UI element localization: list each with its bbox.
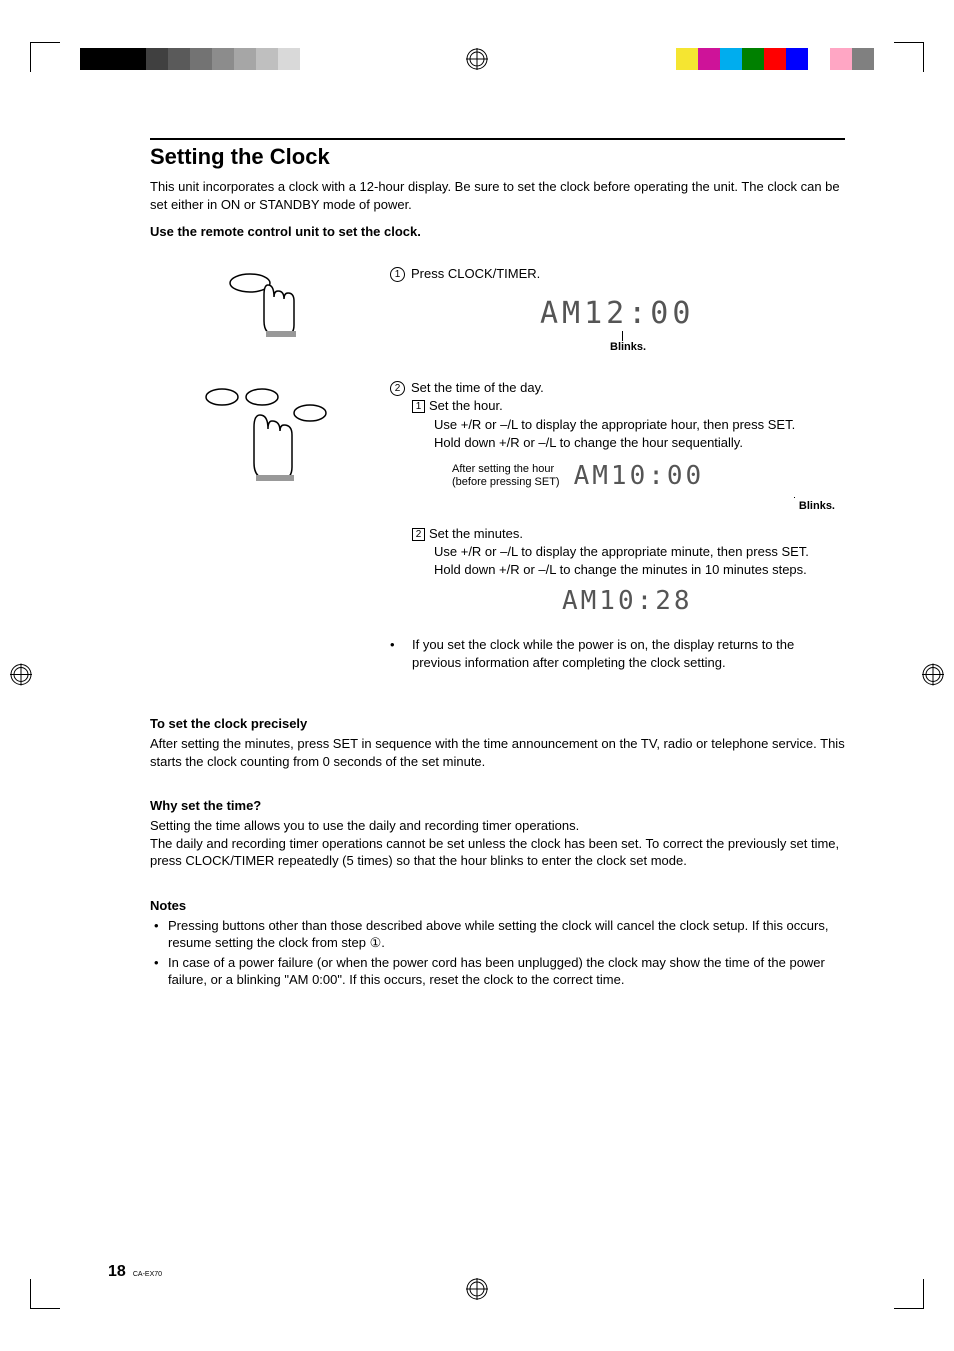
remote-three-button-icon [200,379,340,509]
page-title: Setting the Clock [150,144,845,170]
body-text: Use +/R or –/L to display the appropriat… [434,543,845,561]
lcd-display: AM12:00 [540,293,845,335]
list-item: Pressing buttons other than those descri… [150,917,845,952]
substep-title: Set the hour. [429,398,503,413]
body-text: The daily and recording timer operations… [150,835,845,870]
section-heading: To set the clock precisely [150,716,845,731]
bullet: • [390,636,412,672]
crop-mark [894,1279,924,1309]
step-text: Set the time of the day. [411,380,544,395]
list-item: In case of a power failure (or when the … [150,954,845,989]
substep-title: Set the minutes. [429,526,523,541]
note-text: If you set the clock while the power is … [412,636,845,672]
color-bar [676,48,874,70]
substep-number: 2 [412,528,425,541]
section-heading: Notes [150,898,845,913]
substep-number: 1 [412,400,425,413]
after-label: After setting the hour (before pressing … [452,463,560,489]
grayscale-bar [80,48,322,70]
registration-target [466,1278,488,1303]
body-text: Setting the time allows you to use the d… [150,817,845,835]
remote-press-icon [220,265,300,355]
instruction-bold: Use the remote control unit to set the c… [150,223,845,241]
page-content: Setting the Clock This unit incorporates… [150,138,845,991]
body-text: After setting the minutes, press SET in … [150,735,845,770]
lcd-display: AM10:00 [574,458,705,494]
page-footer: 18 CA-EX70 [108,1263,162,1281]
notes-list: Pressing buttons other than those descri… [150,917,845,989]
section-heading: Why set the time? [150,798,845,813]
crop-mark [30,1279,60,1309]
registration-target [466,48,488,73]
step-number: 2 [390,381,405,396]
body-text: Use +/R or –/L to display the appropriat… [434,416,845,434]
page-number: 18 [108,1263,126,1280]
registration-target [10,663,32,688]
body-text: Hold down +/R or –/L to change the hour … [434,434,845,452]
rule [150,138,845,140]
step-number: 1 [390,267,405,282]
lcd-display: AM10:28 [562,583,845,619]
step-text: Press CLOCK/TIMER. [411,266,540,281]
intro-text: This unit incorporates a clock with a 12… [150,178,845,213]
crop-mark [30,42,60,72]
blinks-label: Blinks. [799,500,835,512]
registration-target [922,663,944,688]
body-text: Hold down +/R or –/L to change the minut… [434,561,845,579]
page-model: CA-EX70 [133,1271,162,1278]
blinks-label: Blinks. [610,341,646,353]
crop-mark [894,42,924,72]
